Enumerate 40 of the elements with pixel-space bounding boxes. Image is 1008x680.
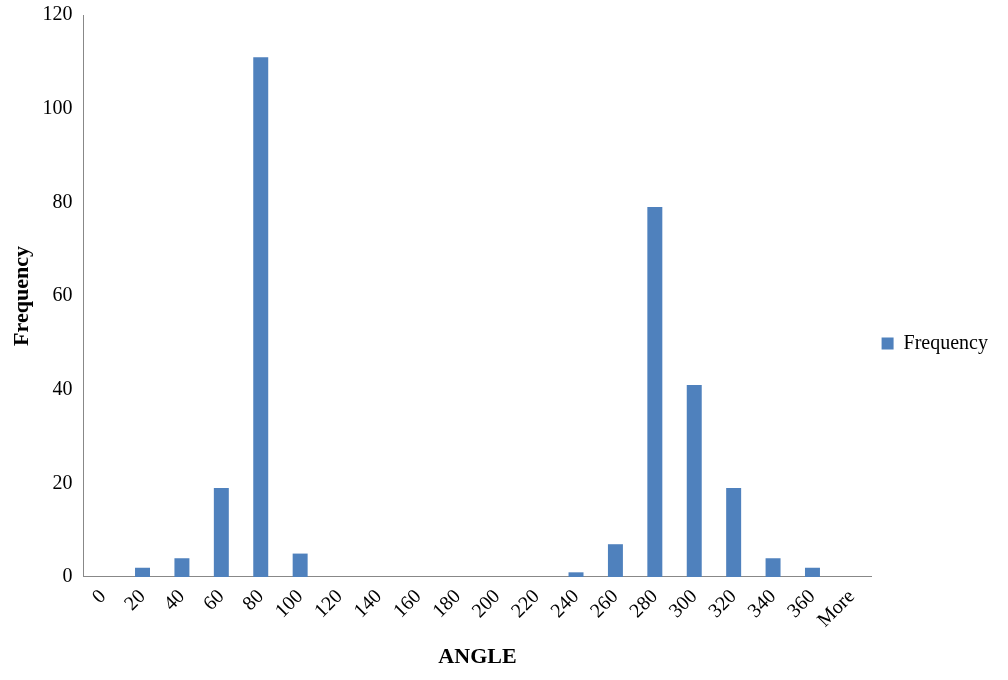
y-tick-label: 100 xyxy=(42,95,73,118)
bar xyxy=(647,207,663,577)
x-tick-label: 340 xyxy=(742,584,780,622)
y-axis-title: Frequency xyxy=(7,246,33,346)
bar xyxy=(607,544,623,577)
x-axis-title: ANGLE xyxy=(438,643,517,669)
bar xyxy=(726,488,742,577)
x-tick-label: 60 xyxy=(198,584,228,615)
y-tick-label: 40 xyxy=(52,376,73,399)
bar xyxy=(292,553,308,577)
bar xyxy=(765,558,781,577)
x-tick-label: 200 xyxy=(466,584,504,622)
bar xyxy=(213,488,229,577)
x-tick-label: 100 xyxy=(269,584,307,622)
legend-label: Frequency xyxy=(903,330,989,354)
y-tick-label: 0 xyxy=(62,564,73,587)
x-tick-label: 220 xyxy=(506,584,544,622)
x-tick-label: 280 xyxy=(624,584,662,622)
x-tick-label: 240 xyxy=(545,584,583,622)
x-tick-label: 180 xyxy=(427,584,465,622)
bar xyxy=(568,572,584,577)
x-tick-label: 260 xyxy=(585,584,622,622)
x-tick-label: 320 xyxy=(703,584,741,622)
x-tick-label: 120 xyxy=(309,584,347,622)
bar xyxy=(174,558,190,577)
y-tick-label: 80 xyxy=(52,189,73,212)
x-tick-label: 20 xyxy=(119,584,150,615)
y-tick-label: 20 xyxy=(52,470,73,493)
y-tick-label: 120 xyxy=(42,2,73,25)
bar xyxy=(686,384,702,577)
bar xyxy=(135,567,150,577)
x-tick-label: 80 xyxy=(237,584,268,615)
bar xyxy=(253,57,269,577)
x-tick-label: 40 xyxy=(158,584,189,615)
x-tick-label: 160 xyxy=(388,584,425,622)
x-tick-label: 140 xyxy=(348,584,386,622)
x-tick-label: 0 xyxy=(87,584,110,608)
x-tick-label: 300 xyxy=(664,584,701,622)
bar xyxy=(804,567,820,577)
y-tick-label: 60 xyxy=(52,283,73,306)
